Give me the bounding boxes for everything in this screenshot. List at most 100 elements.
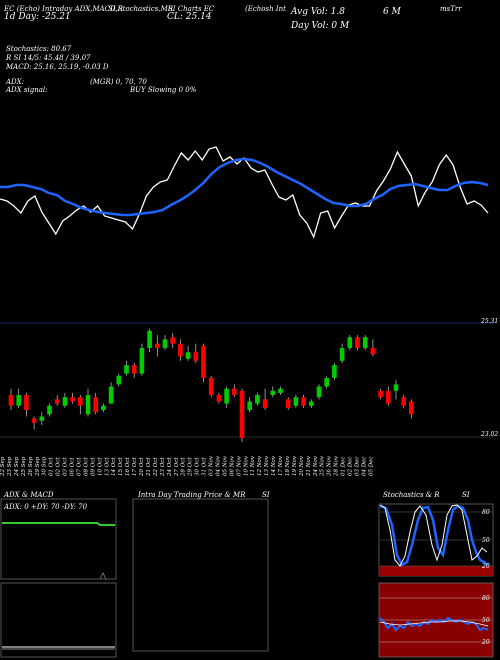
adx-bump (99, 572, 107, 580)
price-label-bottom: 23.02 (480, 431, 498, 438)
adx-values: (MGR) 0, 70, 70 (90, 78, 147, 86)
date-tick: 17 Nov (278, 455, 284, 476)
adx-readout: ADX: (6, 78, 25, 86)
candle-body (47, 405, 52, 415)
date-tick: 24 Oct (167, 457, 173, 477)
candle-body (216, 395, 222, 402)
candle-body (270, 390, 276, 396)
candle-body (147, 330, 152, 348)
date-tick: 10 Nov (243, 455, 249, 476)
date-tick: 07 Oct (76, 457, 82, 476)
header-title-g: msTrr (440, 5, 462, 13)
date-tick: 24 Nov (313, 455, 319, 477)
date-tick: 30 Sep (42, 456, 48, 476)
date-tick: 30 Oct (195, 457, 201, 476)
date-tick: 20 Oct (139, 457, 145, 477)
candle-body (170, 337, 175, 344)
candle-body (401, 397, 406, 406)
date-tick: 15 Oct (118, 457, 124, 476)
date-tick: 05 Dec (368, 457, 374, 477)
adx-signal: ADX signal: (6, 86, 48, 94)
candle-body (93, 397, 98, 413)
candle-body (339, 347, 345, 361)
candle-body (201, 345, 206, 378)
main-chart: 25.31 23.02 22 Sep 23 Sep 24 Sep 25 Sep 26 S… (0, 146, 498, 477)
date-tick: 31 Oct (202, 457, 208, 476)
avg-vol: Avg Vol: 1.8 (291, 7, 346, 17)
candle-body (78, 397, 83, 406)
candle-body (62, 397, 68, 406)
candle-body (262, 399, 268, 408)
candle-body (324, 377, 329, 387)
rsi-readout: R SI 14/5: 45.48 / 39.07 (6, 54, 91, 62)
candle-body (24, 395, 29, 411)
date-tick: 02 Dec (348, 457, 354, 477)
stoch-tick-20: 20 (481, 563, 490, 570)
candle-body (370, 347, 376, 355)
stoch-panel-title: Stochastics & R (383, 491, 440, 499)
date-tick: 07 Nov (236, 455, 242, 476)
candle-body (386, 390, 391, 404)
date-tick: 19 Nov (292, 455, 298, 476)
date-tick: 03 Nov (209, 455, 215, 476)
date-tick: 21 Nov (306, 455, 312, 477)
date-tick: 06 Nov (229, 455, 235, 476)
date-tick: 13 Oct (104, 457, 110, 476)
stoch-tick-50: 50 (482, 537, 490, 544)
adx-line (2, 522, 115, 526)
intra-panel-title: Intra Day Trading Price & MR (138, 491, 246, 499)
date-tick: 22 Oct (153, 457, 159, 477)
date-tick: 14 Nov (271, 455, 277, 476)
date-tick: 26 Nov (327, 455, 333, 477)
avg-vol-unit: 6 M (383, 7, 401, 17)
candle-body (378, 390, 383, 398)
header-title-a: EC (Echo) Intraday ADX,MACD,R (4, 5, 123, 13)
date-tick: 04 Nov (215, 455, 221, 476)
stoch-low-fill (379, 566, 493, 576)
adx-panel (0, 498, 117, 580)
date-tick: 29 Oct (188, 457, 194, 477)
candle-body (54, 399, 60, 404)
intra-panel-title-si: SI (262, 491, 270, 499)
stoch-k-line (379, 504, 489, 567)
date-tick: 03 Dec (354, 457, 360, 477)
candle-body (31, 418, 37, 423)
candle-body (309, 401, 314, 406)
candle-body (8, 395, 14, 406)
adx-panel-title: ADX & MACD (4, 491, 54, 499)
candle-body (124, 365, 129, 374)
date-tick: 14 Oct (111, 457, 117, 476)
date-tick: 26 Sep (28, 456, 34, 477)
close-price: CL: 25.14 (167, 12, 212, 22)
candle-body (293, 397, 299, 406)
date-tick: 17 Oct (132, 457, 138, 476)
header-title-c: SI Charts EC (168, 5, 215, 13)
date-tick: 10 Oct (97, 457, 103, 476)
candle-body (232, 388, 237, 396)
header-title-b: SI,Stochastics,MR (108, 5, 174, 13)
header-title-d: (Echosh Int (245, 5, 286, 13)
date-tick: 25 Nov (320, 455, 326, 477)
rsi-line (379, 616, 489, 632)
date-tick: 28 Nov (334, 455, 340, 477)
candle-body (139, 347, 145, 374)
candle-body (301, 397, 306, 406)
rsi-tick-80: 80 (482, 595, 490, 602)
date-tick: 08 Oct (83, 457, 89, 476)
candle-body (255, 395, 260, 404)
candle-body (116, 375, 122, 385)
candle-body (347, 337, 353, 348)
rsi-tick-20: 20 (481, 639, 490, 646)
buy-signal: BUY Slowing 0 0% (130, 86, 197, 94)
date-tick: 04 Dec (361, 457, 367, 477)
price-label-top: 25.31 (480, 318, 498, 325)
adx-panel-text: ADX: 0 +DY: 70 -DY: 70 (3, 503, 88, 511)
candle-body (208, 377, 214, 396)
candle-body (108, 386, 114, 404)
date-axis: 22 Sep 23 Sep 24 Sep 25 Sep 26 Sep 29 Sep 30 S… (0, 455, 374, 477)
candle-body (393, 384, 399, 391)
candle-body (239, 390, 245, 438)
date-tick: 02 Oct (56, 457, 62, 476)
candle-body (155, 343, 160, 348)
price-ma-line (0, 157, 489, 217)
